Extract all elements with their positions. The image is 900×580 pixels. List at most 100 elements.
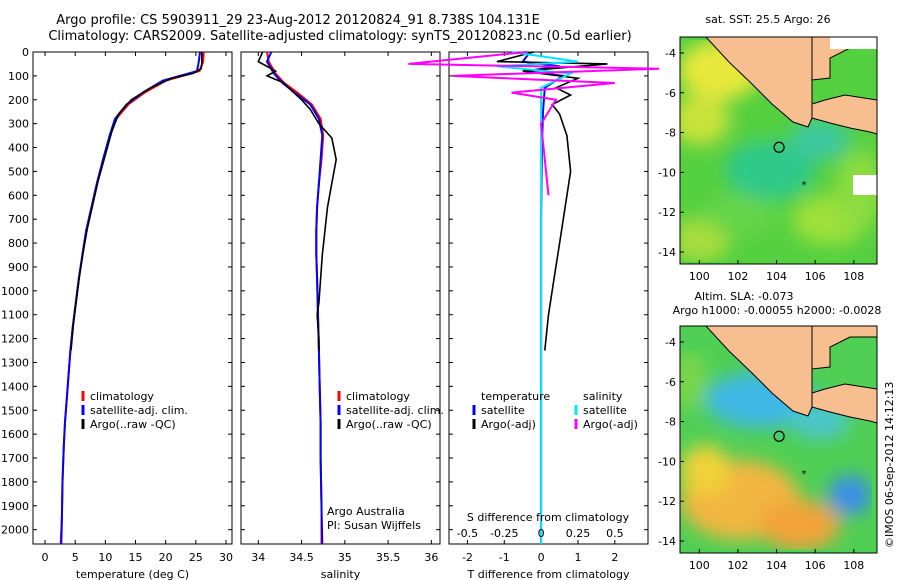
map-ytick-label: -8	[665, 127, 676, 140]
difference-x2tick-label: 0.25	[566, 527, 591, 540]
salinity-xtick-label: 36	[424, 551, 438, 564]
map-ytick-label: -12	[658, 206, 676, 219]
map-xtick-label: 106	[805, 559, 826, 572]
annotation-institution: Argo Australia	[327, 505, 405, 518]
temperature-xtick-label: 0	[42, 551, 49, 564]
legend-label: Argo(..raw -QC)	[346, 418, 432, 431]
difference-xlabel: T difference from climatology	[467, 568, 630, 580]
depth-tick-label: 600	[8, 189, 29, 202]
difference-xtick-label: -2	[462, 551, 473, 564]
salinity-panel: 34 34.5 35 35.5 36 salinity climatologysatelli…	[240, 51, 444, 580]
difference-xtick-label: 2	[611, 551, 618, 564]
map-ytick-label: -8	[665, 416, 676, 429]
depth-tick-label: 1600	[1, 428, 29, 441]
salinity-xtick-label: 35	[338, 551, 352, 564]
legend-label: satellite	[583, 404, 627, 417]
difference-x2tick-label: 0	[538, 527, 545, 540]
legend-title-temperature: temperature	[481, 390, 550, 403]
depth-tick-label: 300	[8, 118, 29, 131]
depth-tick-label: 1900	[1, 500, 29, 513]
map-ytick-label: -10	[658, 455, 676, 468]
difference-x2label: S difference from climatology	[467, 511, 630, 524]
sla-profile-circle	[773, 430, 785, 442]
difference-xtick-label: 1	[574, 551, 581, 564]
map-ytick-label: -4	[665, 336, 676, 349]
figure-title-line1: Argo profile: CS 5903911_29 23-Aug-2012 …	[56, 13, 540, 28]
depth-tick-label: 1200	[1, 333, 29, 346]
sla-star-marker: *	[802, 469, 807, 480]
depth-tick-label: 1100	[1, 309, 29, 322]
salinity-xtick-label: 35.5	[376, 551, 401, 564]
temperature-xtick-label: 5	[72, 551, 79, 564]
depth-tick-label: 1000	[1, 285, 29, 298]
sst-map-axes: 100 102 104 106 108 -4 -6 -8 -10 -12 -14	[658, 47, 864, 283]
map-xtick-label: 104	[766, 270, 787, 283]
difference-xtick-label: 0	[538, 551, 545, 564]
depth-tick-label: 1800	[1, 476, 29, 489]
legend-label: Argo(..raw -QC)	[90, 418, 176, 431]
temperature-plot-frame	[32, 51, 233, 545]
depth-tick-label: 2000	[1, 524, 29, 537]
sst-profile-circle	[773, 141, 785, 153]
map-xtick-label: 102	[727, 270, 748, 283]
temperature-series-2	[70, 52, 203, 351]
map-xtick-label: 100	[689, 559, 710, 572]
depth-tick-label: 1500	[1, 404, 29, 417]
depth-tick-label: 1700	[1, 452, 29, 465]
map-xtick-label: 106	[805, 270, 826, 283]
map-xtick-label: 108	[843, 559, 864, 572]
depth-tick-label: 1300	[1, 356, 29, 369]
difference-x2tick-label: -0.5	[457, 527, 478, 540]
sst-star-marker: *	[802, 180, 807, 191]
depth-tick-label: 700	[8, 213, 29, 226]
sla-map-panel: Altim. SLA: -0.073 Argo h1000: -0.00055 …	[658, 290, 881, 572]
salinity-xtick-label: 34	[251, 551, 265, 564]
depth-tick-label: 800	[8, 237, 29, 250]
depth-tick-label: 500	[8, 165, 29, 178]
copyright-caption: ©IMOS 06-Sep-2012 14:12:13	[883, 382, 896, 548]
legend-label: satellite-adj. clim.	[90, 404, 188, 417]
sst-map-title: sat. SST: 25.5 Argo: 26	[705, 13, 830, 26]
difference-panel: -2 -1 0 1 2 T difference from climatology temp…	[408, 51, 660, 580]
sla-map-axes: 100 102 104 106 108 -4 -6 -8 -10 -12 -14	[658, 336, 864, 572]
depth-tick-label: 200	[8, 94, 29, 107]
map-ytick-label: -6	[665, 376, 676, 389]
land-borneo-2	[811, 326, 877, 370]
land-java	[811, 94, 877, 135]
figure-title-line2: Climatology: CARS2009. Satellite-adjuste…	[48, 29, 631, 44]
difference-plot-frame	[448, 51, 649, 545]
map-xtick-label: 100	[689, 270, 710, 283]
map-ytick-label: -10	[658, 166, 676, 179]
legend-label: climatology	[90, 390, 154, 403]
difference-x2tick-label: -0.25	[490, 527, 518, 540]
salinity-series-2	[257, 51, 338, 351]
salinity-xtick-label: 34.5	[289, 551, 314, 564]
sla-map-subtitle: Argo h1000: -0.00055 h2000: -0.0028	[673, 304, 882, 317]
depth-tick-label: 100	[8, 70, 29, 83]
difference-series-3	[408, 51, 660, 196]
map-ytick-label: -12	[658, 495, 676, 508]
temperature-xtick-label: 25	[189, 551, 203, 564]
salinity-plot-frame	[240, 51, 441, 545]
map-xtick-label: 104	[766, 559, 787, 572]
temperature-xtick-label: 30	[219, 551, 233, 564]
legend-title-salinity: salinity	[583, 390, 623, 403]
difference-xtick-label: -1	[499, 551, 510, 564]
map-ytick-label: -14	[658, 246, 676, 259]
legend-label: climatology	[346, 390, 410, 403]
legend-label: Argo(-adj)	[481, 418, 536, 431]
annotation-pi: PI: Susan Wijffels	[327, 519, 421, 532]
difference-series-2	[496, 51, 579, 544]
difference-x2tick-label: 0.5	[606, 527, 624, 540]
legend-label: satellite	[481, 404, 525, 417]
map-xtick-label: 102	[727, 559, 748, 572]
depth-tick-label: 400	[8, 142, 29, 155]
map-ytick-label: -4	[665, 47, 676, 60]
temperature-xtick-label: 10	[98, 551, 112, 564]
sla-map-title: Altim. SLA: -0.073	[694, 290, 793, 303]
map-ytick-label: -14	[658, 535, 676, 548]
land-java-2	[811, 383, 877, 424]
legend-label: Argo(-adj)	[583, 418, 638, 431]
depth-tick-label: 1400	[1, 380, 29, 393]
